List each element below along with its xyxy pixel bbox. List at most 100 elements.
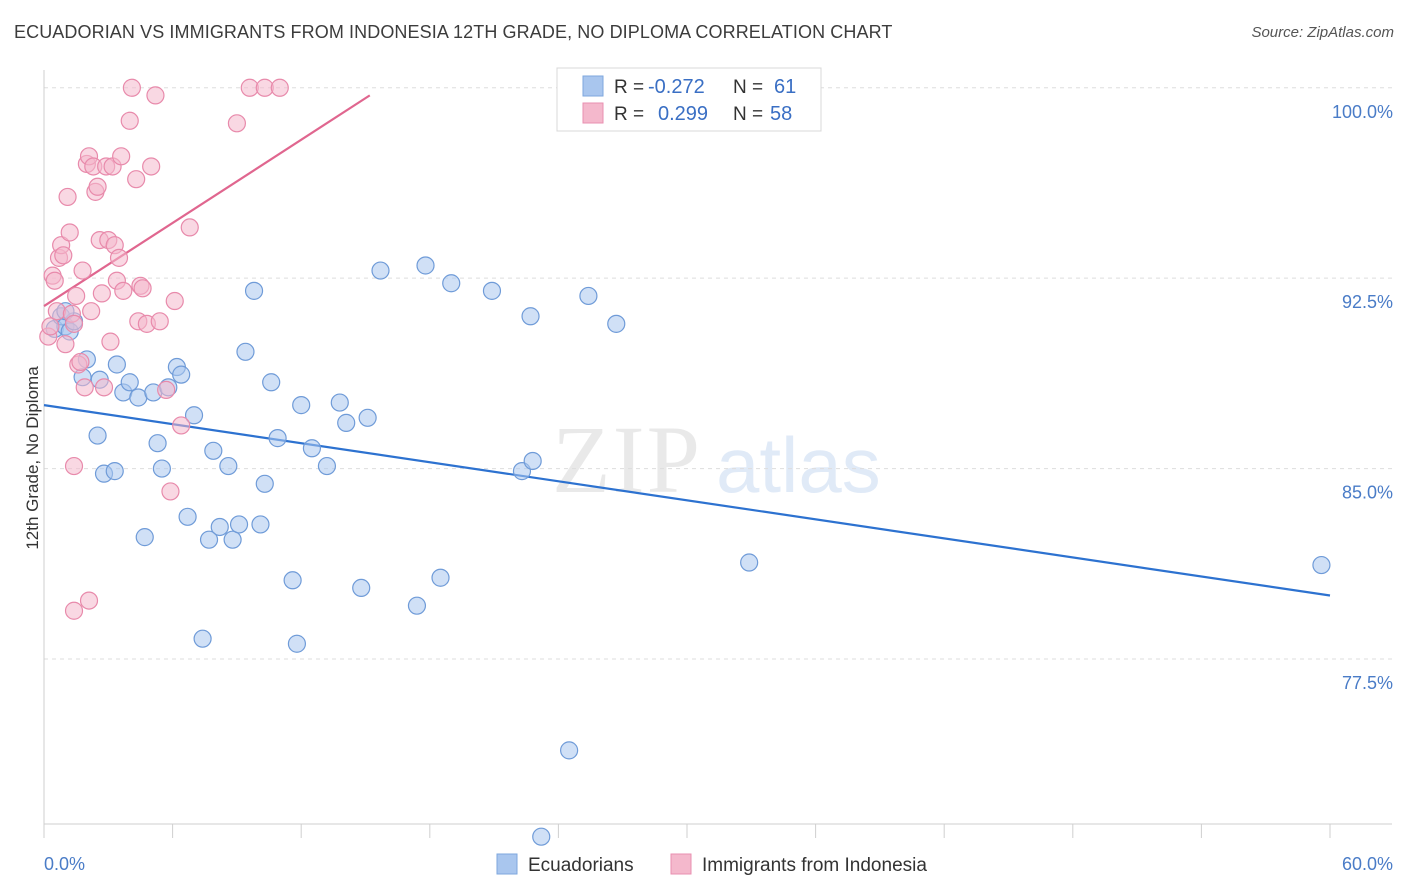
legend-n-label: N = — [733, 77, 763, 98]
indonesia-point — [60, 223, 79, 242]
ecuadorian-point — [283, 571, 302, 590]
ecuadorian-point — [88, 426, 107, 445]
watermark: ZIP atlas — [552, 406, 881, 513]
ecuadorian-point — [135, 528, 154, 547]
legend-r-value: -0.272 — [648, 76, 705, 98]
indonesia-point — [172, 416, 191, 435]
chart-title: ECUADORIAN VS IMMIGRANTS FROM INDONESIA … — [14, 22, 893, 42]
x-tick-label: 0.0% — [44, 854, 85, 874]
indonesia-point — [112, 147, 131, 166]
indonesia-point — [56, 335, 75, 354]
x-tick-label: 60.0% — [1342, 854, 1393, 874]
ecuadorian-point — [178, 507, 197, 526]
ecuadorian-point — [107, 355, 126, 374]
indonesia-point — [120, 111, 139, 130]
ecuadorian-point — [607, 314, 626, 333]
indonesia-point — [227, 114, 246, 133]
legend-n-label: N = — [733, 104, 763, 125]
ecuadorian-point — [330, 393, 349, 412]
ecuadorian-point — [292, 396, 311, 415]
axes — [43, 70, 1392, 838]
legend-r-value: 0.299 — [658, 103, 708, 125]
stats-legend: R = -0.272 N = 61 R = 0.299 N = 58 — [556, 67, 822, 132]
ecuadorian-point — [268, 429, 287, 448]
indonesia-trend-line — [43, 94, 371, 308]
legend-swatch-ecuadorians — [582, 75, 604, 97]
indonesia-point — [45, 271, 64, 290]
ecuadorian-point — [442, 274, 461, 293]
ecuadorian-point — [352, 578, 371, 597]
ecuadorian-point — [1312, 555, 1331, 575]
indonesia-point — [94, 378, 114, 397]
indonesia-point — [101, 332, 120, 351]
indonesia-point — [75, 378, 94, 397]
series-label-ecuadorians: Ecuadorians — [528, 855, 634, 876]
legend-r-label: R = — [614, 104, 644, 125]
ecuadorian-point — [358, 408, 377, 427]
indonesia-point — [146, 86, 165, 105]
indonesia-point — [127, 170, 146, 189]
ecuadorian-point — [244, 281, 264, 300]
ecuadorian-point — [302, 439, 322, 458]
ecuadorian-point — [219, 456, 238, 476]
ecuadorian-point — [105, 462, 124, 481]
ecuadorian-point — [223, 530, 242, 549]
ecuadorian-point — [523, 451, 542, 471]
data-points — [39, 78, 1331, 846]
ecuadorian-point — [337, 413, 356, 432]
source-credit: Source: ZipAtlas.com — [1251, 24, 1394, 41]
ecuadorian-point — [148, 434, 167, 453]
ecuadorian-point — [532, 827, 551, 846]
indonesia-point — [58, 187, 77, 207]
ecuadorian-point — [152, 459, 171, 478]
indonesia-point — [47, 302, 66, 321]
y-tick-label: 92.5% — [1342, 292, 1393, 312]
indonesia-point — [73, 261, 92, 280]
watermark-atlas: atlas — [716, 421, 881, 509]
indonesia-point — [133, 279, 152, 298]
ecuadorian-point — [210, 517, 229, 537]
indonesia-point — [180, 218, 199, 237]
indonesia-point — [71, 352, 90, 372]
ecuadorian-point — [416, 256, 435, 275]
gridlines — [44, 87, 1392, 660]
indonesia-point — [64, 456, 84, 476]
ecuadorian-trend-line — [43, 404, 1331, 597]
series-swatch-ecuadorians — [496, 853, 518, 875]
indonesia-point — [157, 380, 176, 399]
y-tick-label: 77.5% — [1342, 673, 1393, 693]
ecuadorian-point — [740, 553, 759, 572]
indonesia-point — [142, 157, 161, 176]
indonesia-point — [270, 78, 289, 97]
ecuadorian-point — [184, 406, 204, 425]
ecuadorian-point — [579, 286, 598, 306]
indonesia-point — [88, 177, 107, 196]
y-tick-label: 100.0% — [1332, 102, 1393, 122]
indonesia-point — [64, 314, 84, 333]
indonesia-point — [54, 246, 73, 265]
ecuadorian-point — [262, 373, 281, 392]
indonesia-point — [41, 317, 60, 336]
ecuadorian-point — [560, 741, 579, 760]
legend-swatch-indonesia — [582, 102, 604, 124]
ecuadorian-point — [229, 515, 249, 534]
indonesia-point — [82, 302, 101, 321]
trend-lines — [43, 94, 1331, 597]
ecuadorian-point — [317, 456, 337, 476]
ecuadorian-point — [172, 365, 191, 384]
ecuadorian-point — [193, 629, 212, 648]
ecuadorian-point — [199, 530, 219, 549]
series-label-indonesia: Immigrants from Indonesia — [702, 855, 927, 876]
indonesia-point — [150, 312, 169, 331]
ecuadorian-point — [482, 281, 502, 300]
ecuadorian-point — [251, 515, 270, 534]
series-swatch-indonesia — [670, 853, 692, 875]
legend-n-value: 61 — [774, 76, 796, 98]
ecuadorian-point — [521, 307, 540, 326]
watermark-zip: ZIP — [552, 406, 702, 513]
indonesia-point — [114, 281, 133, 300]
y-axis-label: 12th Grade, No Diploma — [23, 366, 42, 550]
ecuadorian-point — [236, 342, 255, 361]
indonesia-point — [67, 286, 86, 306]
ecuadorian-point — [431, 568, 450, 587]
